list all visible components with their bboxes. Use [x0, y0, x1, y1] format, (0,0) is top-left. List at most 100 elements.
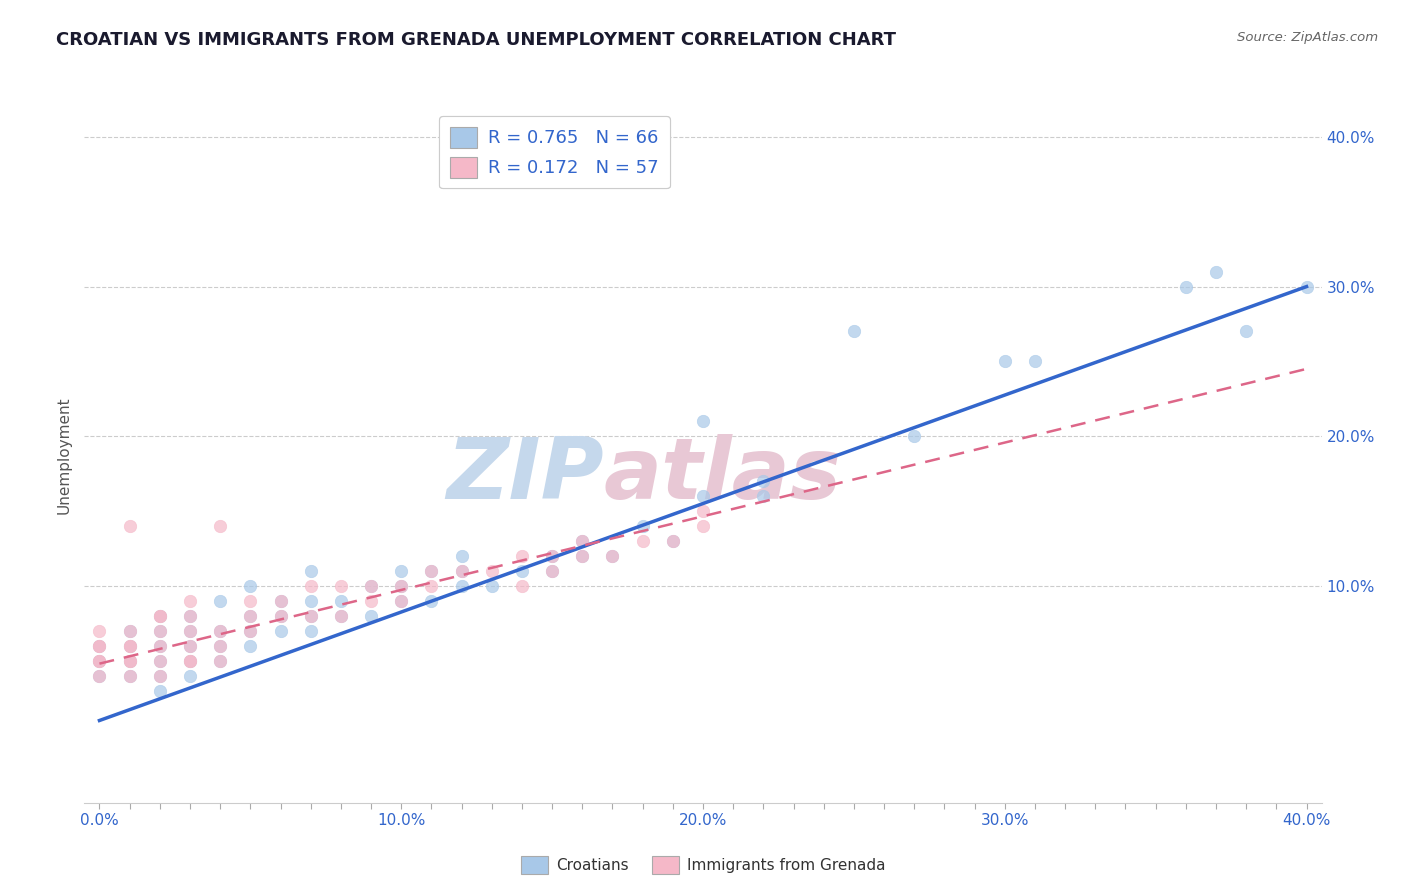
Point [89, 668, 111, 682]
Point [662, 533, 685, 548]
Point [420, 579, 443, 593]
Text: CROATIAN VS IMMIGRANTS FROM GRENADA UNEMPLOYMENT CORRELATION CHART: CROATIAN VS IMMIGRANTS FROM GRENADA UNEM… [56, 31, 896, 49]
Point [329, 579, 352, 593]
Point [662, 533, 685, 548]
Point [179, 608, 201, 623]
Point [179, 668, 201, 682]
Point [179, 654, 201, 668]
Point [149, 668, 172, 682]
Point [360, 579, 382, 593]
Point [270, 594, 292, 608]
Point [329, 594, 352, 608]
Point [541, 549, 564, 563]
Point [179, 594, 201, 608]
Point [360, 579, 382, 593]
Point [752, 474, 775, 488]
Point [209, 639, 232, 653]
Point [149, 608, 172, 623]
Point [571, 549, 593, 563]
Text: Source: ZipAtlas.com: Source: ZipAtlas.com [1237, 31, 1378, 45]
Point [270, 624, 292, 638]
Point [842, 325, 865, 339]
Point [510, 549, 533, 563]
Legend: Croatians, Immigrants from Grenada: Croatians, Immigrants from Grenada [515, 850, 891, 880]
Point [692, 519, 714, 533]
Point [299, 608, 322, 623]
Point [118, 624, 141, 638]
Point [299, 608, 322, 623]
Point [389, 564, 412, 578]
Point [209, 654, 232, 668]
Point [149, 668, 172, 682]
Point [149, 624, 172, 638]
Point [179, 608, 201, 623]
Point [89, 654, 111, 668]
Point [179, 639, 201, 653]
Point [239, 579, 262, 593]
Point [149, 608, 172, 623]
Point [149, 683, 172, 698]
Point [239, 608, 262, 623]
Point [149, 639, 172, 653]
Point [450, 549, 472, 563]
Point [1024, 354, 1046, 368]
Point [149, 624, 172, 638]
Point [450, 564, 472, 578]
Point [510, 564, 533, 578]
Point [118, 639, 141, 653]
Point [299, 624, 322, 638]
Point [209, 624, 232, 638]
Point [541, 564, 564, 578]
Point [118, 654, 141, 668]
Point [179, 654, 201, 668]
Point [389, 594, 412, 608]
Point [209, 639, 232, 653]
Point [118, 668, 141, 682]
Point [118, 624, 141, 638]
Point [571, 549, 593, 563]
Point [1205, 265, 1227, 279]
Point [118, 654, 141, 668]
Point [450, 564, 472, 578]
Point [118, 639, 141, 653]
Point [420, 594, 443, 608]
Point [179, 624, 201, 638]
Point [510, 579, 533, 593]
Y-axis label: Unemployment: Unemployment [56, 396, 72, 514]
Point [1234, 325, 1257, 339]
Point [118, 654, 141, 668]
Point [903, 429, 925, 443]
Point [209, 654, 232, 668]
Point [118, 668, 141, 682]
Point [752, 489, 775, 503]
Point [118, 639, 141, 653]
Point [209, 624, 232, 638]
Point [299, 594, 322, 608]
Point [541, 549, 564, 563]
Point [239, 608, 262, 623]
Point [89, 668, 111, 682]
Point [602, 549, 624, 563]
Point [179, 654, 201, 668]
Point [450, 579, 472, 593]
Point [389, 579, 412, 593]
Point [299, 564, 322, 578]
Point [692, 489, 714, 503]
Point [360, 594, 382, 608]
Point [89, 654, 111, 668]
Point [692, 414, 714, 428]
Point [118, 519, 141, 533]
Text: ZIP: ZIP [446, 434, 605, 517]
Point [149, 608, 172, 623]
Point [481, 579, 503, 593]
Point [149, 639, 172, 653]
Point [209, 594, 232, 608]
Point [299, 579, 322, 593]
Point [149, 654, 172, 668]
Point [270, 608, 292, 623]
Point [389, 594, 412, 608]
Point [89, 639, 111, 653]
Point [571, 533, 593, 548]
Point [481, 564, 503, 578]
Text: atlas: atlas [605, 434, 842, 517]
